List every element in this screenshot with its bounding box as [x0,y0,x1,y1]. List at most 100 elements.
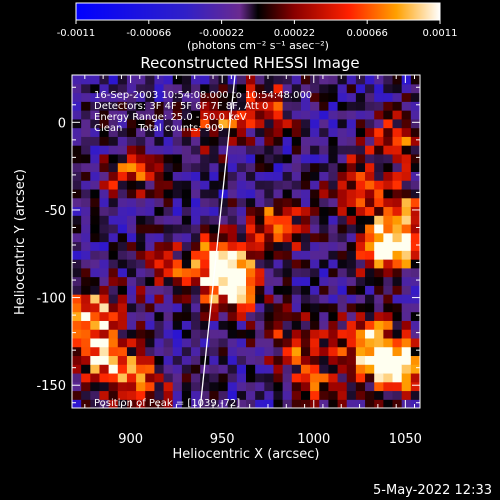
heatmap-cell [410,250,420,260]
heatmap-cell [227,276,238,286]
heatmap-cell [255,399,265,408]
heatmap-cell [218,311,229,321]
heatmap-cell [136,329,146,339]
heatmap-cell [81,153,91,164]
heatmap-cell [154,215,165,225]
heatmap-cell [172,337,183,348]
heatmap-cell [346,311,357,321]
heatmap-cell [383,153,394,164]
heatmap-cell [319,127,330,137]
heatmap-cell [392,206,403,216]
heatmap-cell [81,197,91,208]
heatmap-cell [310,294,320,304]
heatmap-cell [282,188,293,199]
heatmap-cell [383,171,394,181]
heatmap-cell [163,215,174,225]
heatmap-cell [255,250,265,260]
heatmap-cell [337,337,348,348]
heatmap-cell [328,153,339,164]
heatmap-cell [328,329,339,339]
heatmap-cell [227,136,238,146]
heatmap-cell [346,346,357,357]
heatmap-cell [392,320,403,330]
heatmap-cell [154,320,165,330]
heatmap-cell [328,250,339,260]
heatmap-cell [154,276,165,286]
heatmap-cell [365,197,375,208]
heatmap-cell [126,276,137,286]
heatmap-cell [264,276,275,286]
heatmap-cell [291,381,302,392]
heatmap-cell [236,223,247,234]
heatmap-cell [282,206,293,216]
heatmap-cell [218,197,229,208]
heatmap-cell [227,188,238,199]
heatmap-cell [328,223,339,234]
heatmap-cell [282,276,293,286]
heatmap-cell [209,276,220,286]
heatmap-cell [392,364,403,374]
heatmap-cell [72,171,82,181]
heatmap-cell [81,215,91,225]
heatmap-cell [181,355,192,365]
heatmap-cell [401,153,412,164]
heatmap-cell [136,101,146,111]
heatmap-cell [163,110,174,120]
heatmap-cell [117,241,128,251]
heatmap-cell [200,145,210,155]
heatmap-cell [81,320,91,330]
heatmap-cell [392,136,403,146]
heatmap-cell [136,259,146,269]
heatmap-cell [126,188,137,199]
heatmap-cell [227,329,238,339]
heatmap-cell [99,171,110,181]
heatmap-cell [181,329,192,339]
heatmap-cell [236,276,247,286]
heatmap-cell [365,83,375,94]
heatmap-cell [291,294,302,304]
heatmap-cell [355,294,366,304]
heatmap-cell [90,294,101,304]
heatmap-cell [99,188,110,199]
heatmap-cell [264,171,275,181]
heatmap-cell [282,285,293,295]
heatmap-cell [300,197,311,208]
heatmap-cell [154,355,165,365]
heatmap-cell [209,311,220,321]
heatmap-cell [319,188,330,199]
heatmap-cell [154,127,165,137]
heatmap-cell [200,320,210,330]
heatmap-cell [163,101,174,111]
heatmap-cell [72,294,82,304]
heatmap-cell [154,267,165,278]
heatmap-cell [218,127,229,137]
heatmap-cell [218,390,229,400]
heatmap-cell [310,171,320,181]
heatmap-cell [300,355,311,365]
heatmap-cell [264,101,275,111]
heatmap-cell [145,75,156,85]
heatmap-cell [246,390,256,400]
heatmap-cell [291,153,302,164]
heatmap-cell [300,232,311,243]
heatmap-cell [264,267,275,278]
heatmap-cell [108,302,119,313]
heatmap-cell [255,390,265,400]
heatmap-cell [346,285,357,295]
heatmap-cell [273,390,284,400]
heatmap-cell [136,110,146,120]
heatmap-cell [236,171,247,181]
y-tick-label: 0 [58,116,66,131]
heatmap-cell [282,145,293,155]
heatmap-cell [383,180,394,190]
heatmap-cell [126,110,137,120]
heatmap-cell [319,364,330,374]
heatmap-cell [310,223,320,234]
heatmap-cell [191,259,201,269]
heatmap-cell [337,267,348,278]
heatmap-cell [328,320,339,330]
heatmap-cell [236,136,247,146]
heatmap-cell [126,153,137,164]
heatmap-cell [392,101,403,111]
heatmap-cell [145,285,156,295]
